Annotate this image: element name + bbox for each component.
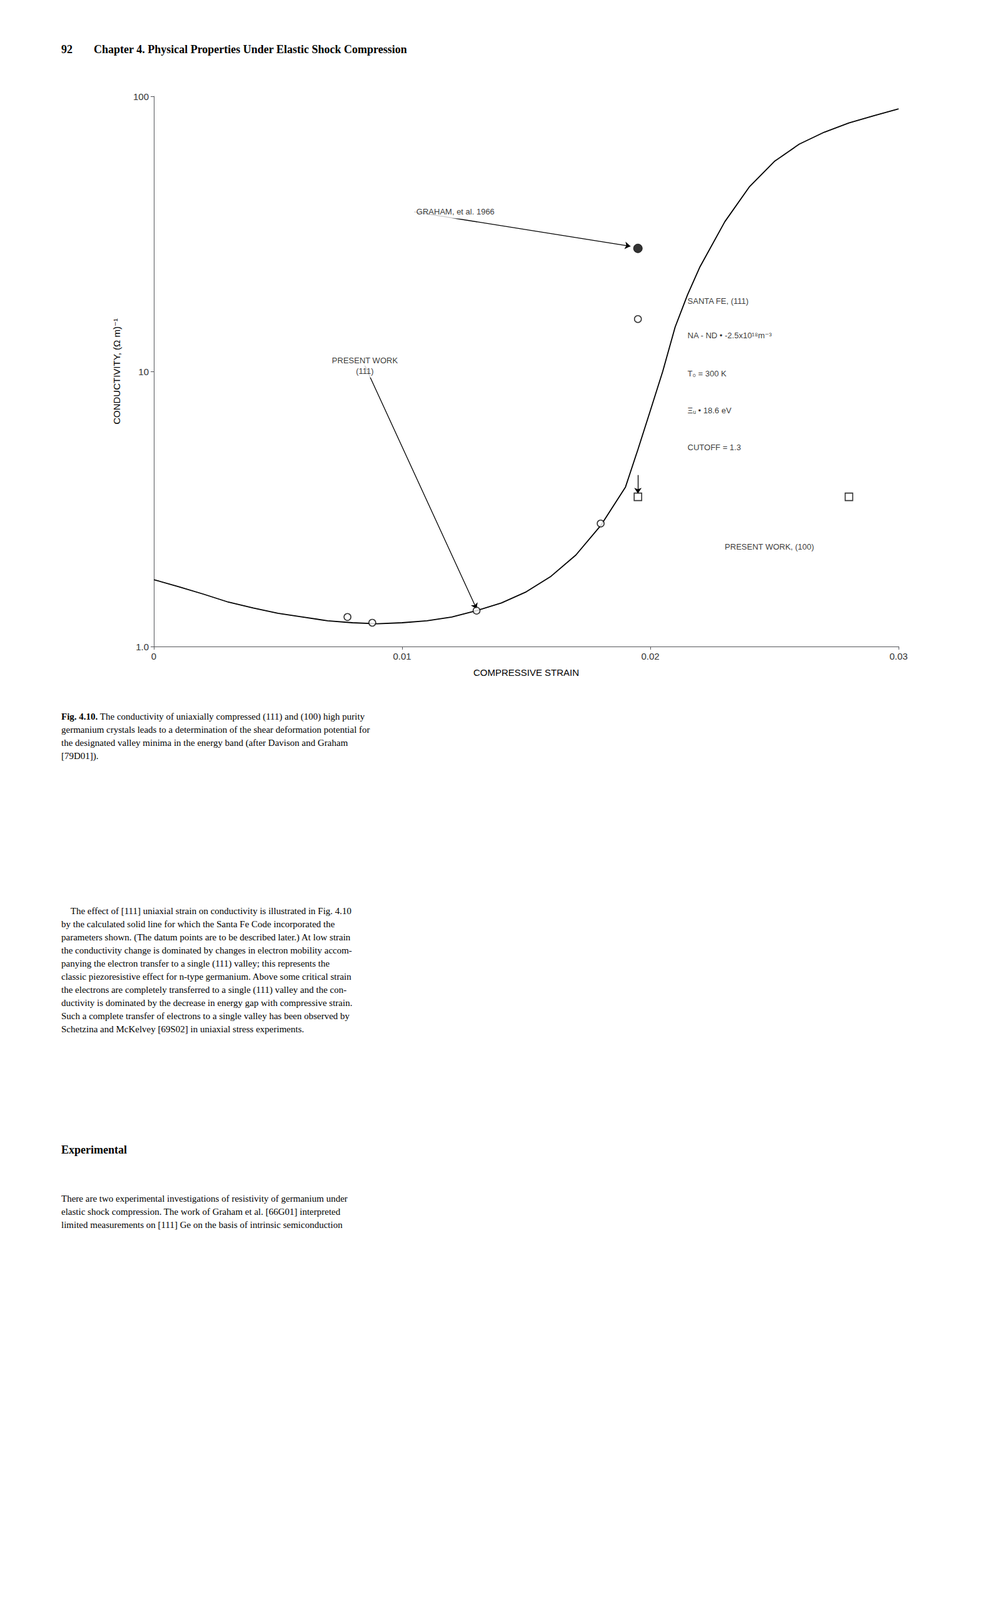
svg-text:ductivity is dominated by the: ductivity is dominated by the decrease i…	[61, 998, 353, 1009]
svg-text:limited measurements on [111]: limited measurements on [111] Ge on the …	[61, 1219, 343, 1230]
svg-text:PRESENT WORK: PRESENT WORK	[332, 355, 399, 366]
svg-text:0: 0	[151, 650, 157, 662]
svg-text:classic piezoresistive effect: classic piezoresistive effect for n-type…	[61, 971, 352, 982]
svg-text:10: 10	[138, 366, 149, 378]
svg-text:by the calculated solid line f: by the calculated solid line for which t…	[61, 919, 336, 930]
svg-text:panying the electron transfer: panying the electron transfer to a singl…	[61, 958, 331, 970]
svg-text:COMPRESSIVE STRAIN: COMPRESSIVE STRAIN	[473, 667, 580, 678]
svg-text:Schetzina and McKelvey [69S02]: Schetzina and McKelvey [69S02] in uniaxi…	[61, 1024, 304, 1035]
svg-text:There are two experimental inv: There are two experimental investigation…	[61, 1193, 348, 1204]
svg-text:the conductivity change is dom: the conductivity change is dominated by …	[61, 945, 353, 956]
svg-text:The conductivity of uniaxially: The conductivity of uniaxially compresse…	[97, 711, 365, 723]
svg-text:Ξᵤ • 18.6 eV: Ξᵤ • 18.6 eV	[687, 405, 732, 416]
svg-text:CONDUCTIVITY, (Ω m)⁻¹: CONDUCTIVITY, (Ω m)⁻¹	[111, 318, 122, 425]
svg-text:92: 92	[61, 43, 73, 56]
svg-text:SANTA FE, (111): SANTA FE, (111)	[687, 296, 750, 306]
svg-text:0.01: 0.01	[392, 650, 411, 662]
svg-text:0.03: 0.03	[889, 650, 908, 662]
svg-text:Chapter 4. Physical Properties: Chapter 4. Physical Properties Under Ela…	[93, 43, 408, 56]
svg-text:the designated valley minima i: the designated valley minima in the ener…	[61, 737, 349, 749]
svg-text:Such a complete transfer of el: Such a complete transfer of electrons to…	[61, 1011, 351, 1022]
svg-text:1.0: 1.0	[135, 641, 149, 653]
svg-text:parameters shown. (The datum p: parameters shown. (The datum points are …	[61, 932, 351, 943]
svg-text:CUTOFF = 1.3: CUTOFF = 1.3	[687, 442, 741, 453]
svg-text:The effect of [111] uniaxial s: The effect of [111] uniaxial strain on c…	[61, 906, 352, 917]
svg-text:[79D01]).: [79D01]).	[61, 751, 99, 762]
svg-text:PRESENT WORK, (100): PRESENT WORK, (100)	[724, 542, 815, 552]
svg-text:GRAHAM, et al. 1966: GRAHAM, et al. 1966	[416, 206, 495, 217]
svg-text:(111): (111)	[355, 366, 374, 376]
svg-text:0.02: 0.02	[640, 650, 660, 662]
svg-text:germanium crystals leads to a: germanium crystals leads to a determinat…	[61, 724, 371, 735]
svg-text:T₀ = 300 K: T₀ = 300 K	[687, 368, 727, 379]
svg-text:100: 100	[133, 91, 149, 102]
svg-text:Fig. 4.10.: Fig. 4.10.	[61, 711, 99, 722]
svg-text:Experimental: Experimental	[61, 1143, 127, 1157]
svg-text:NA - ND • -2.5x10¹⁸m⁻³: NA - ND • -2.5x10¹⁸m⁻³	[687, 330, 773, 341]
svg-text:the electrons are completely t: the electrons are completely transferred…	[61, 984, 347, 996]
svg-text:elastic shock compression. The: elastic shock compression. The work of G…	[61, 1206, 341, 1217]
